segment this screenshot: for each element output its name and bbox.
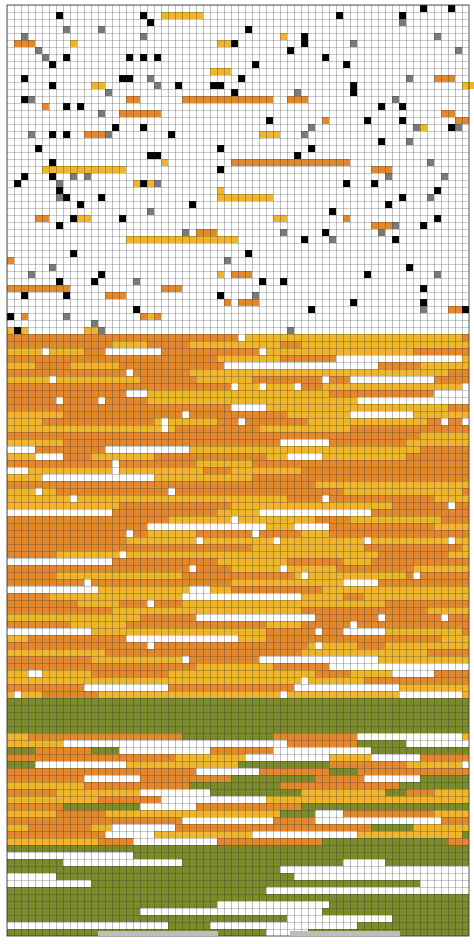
grid-lines [6, 4, 470, 937]
scroll-marker [290, 931, 400, 936]
scroll-marker [98, 931, 218, 936]
